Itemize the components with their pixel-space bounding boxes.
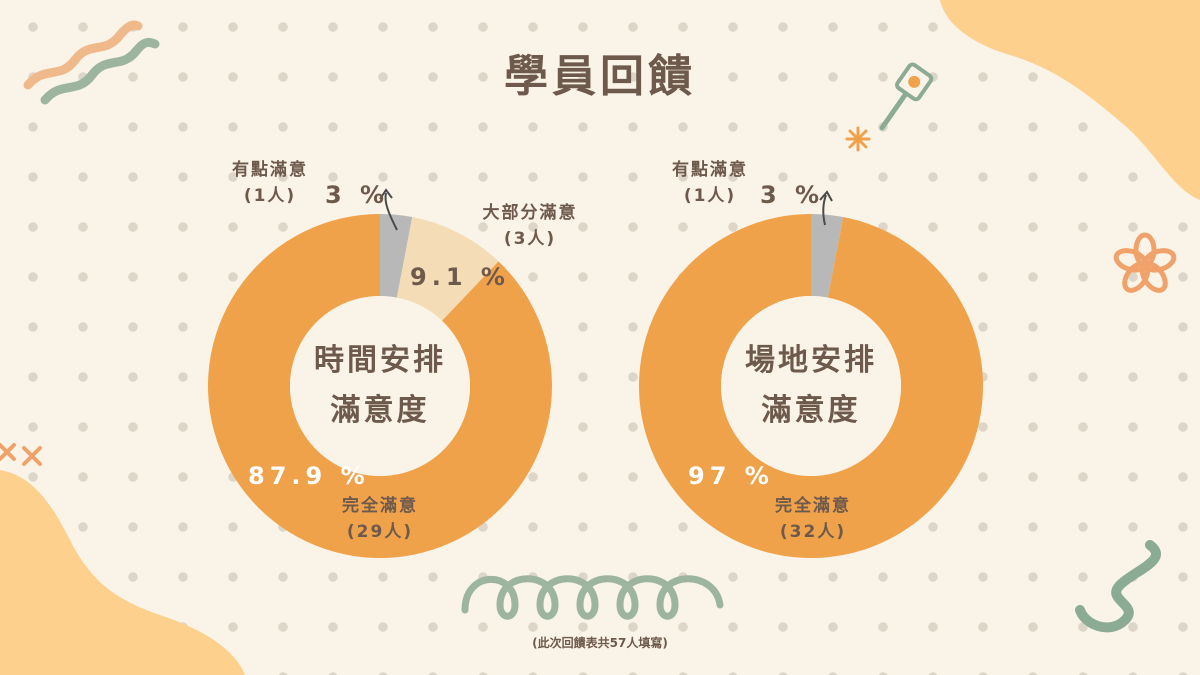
- chart-venue-pct-some: 3 %: [760, 181, 825, 209]
- donut-slice-0-2: [208, 214, 553, 558]
- page-title: 學員回饋: [504, 51, 696, 102]
- slice-count: (3人): [503, 229, 557, 249]
- arrow-head-time: [379, 188, 393, 200]
- squiggle-green: [40, 37, 160, 105]
- chart-time-pct-full: 87.9 %: [248, 462, 370, 490]
- chart-time-label-some: 有點滿意 (1人): [205, 157, 335, 209]
- arrow-some-satisfied-time: [384, 192, 398, 231]
- chart-venue-slices: [638, 214, 983, 558]
- footnote: (此次回饋表共57人填寫): [532, 636, 668, 650]
- chart-time-pct-some: 3 %: [325, 181, 390, 209]
- donut-hole-0: [290, 296, 470, 476]
- pushpin-icon: [879, 62, 934, 131]
- donut-slice-0-1: [396, 217, 499, 321]
- chart-time-center-title: 時間安排 滿意度: [290, 336, 470, 436]
- chart-time-pct-most: 9.1 %: [410, 263, 510, 291]
- donut-slice-1-1: [638, 214, 983, 558]
- chart-venue-label-full: 完全滿意 (32人): [758, 493, 868, 545]
- flower-icon: [1113, 232, 1177, 293]
- chart-time-label-most: 大部分滿意 (3人): [465, 200, 595, 252]
- blob-bottom-left: [0, 470, 245, 675]
- slice-count: (32人): [779, 522, 847, 542]
- coil-green-bottom: [461, 575, 724, 620]
- slice-count: (1人): [243, 186, 297, 206]
- slice-name: 完全滿意: [775, 496, 851, 516]
- chart-time-label-full: 完全滿意 (29人): [325, 493, 435, 545]
- chart-time-title-line2: 滿意度: [330, 393, 430, 428]
- cross-marks-icon: [0, 443, 42, 466]
- blob-top-right: [940, 0, 1200, 200]
- chart-venue-pct-full: 97 %: [688, 462, 774, 490]
- chart-time-slices: [208, 214, 553, 558]
- slice-count: (1人): [683, 186, 737, 206]
- donut-hole-1: [721, 296, 901, 476]
- coil-green-right: [1075, 540, 1161, 633]
- arrow-some-satisfied-venue: [822, 194, 827, 226]
- slice-name: 完全滿意: [342, 496, 418, 516]
- slice-name: 有點滿意: [672, 160, 748, 180]
- slice-name: 大部分滿意: [482, 203, 578, 223]
- squiggle-orange: [23, 20, 143, 90]
- slice-name: 有點滿意: [232, 160, 308, 180]
- donut-slice-0-0: [380, 214, 413, 298]
- arrow-head-venue: [819, 190, 833, 202]
- chart-venue-center-title: 場地安排 滿意度: [721, 336, 901, 436]
- donut-slice-1-0: [811, 214, 844, 298]
- chart-time-title-line1: 時間安排: [314, 343, 446, 378]
- spark-icon: [845, 126, 871, 152]
- chart-venue-title-line1: 場地安排: [745, 343, 877, 378]
- chart-venue-title-line2: 滿意度: [761, 393, 861, 428]
- slice-count: (29人): [346, 522, 414, 542]
- chart-venue-label-some: 有點滿意 (1人): [645, 157, 775, 209]
